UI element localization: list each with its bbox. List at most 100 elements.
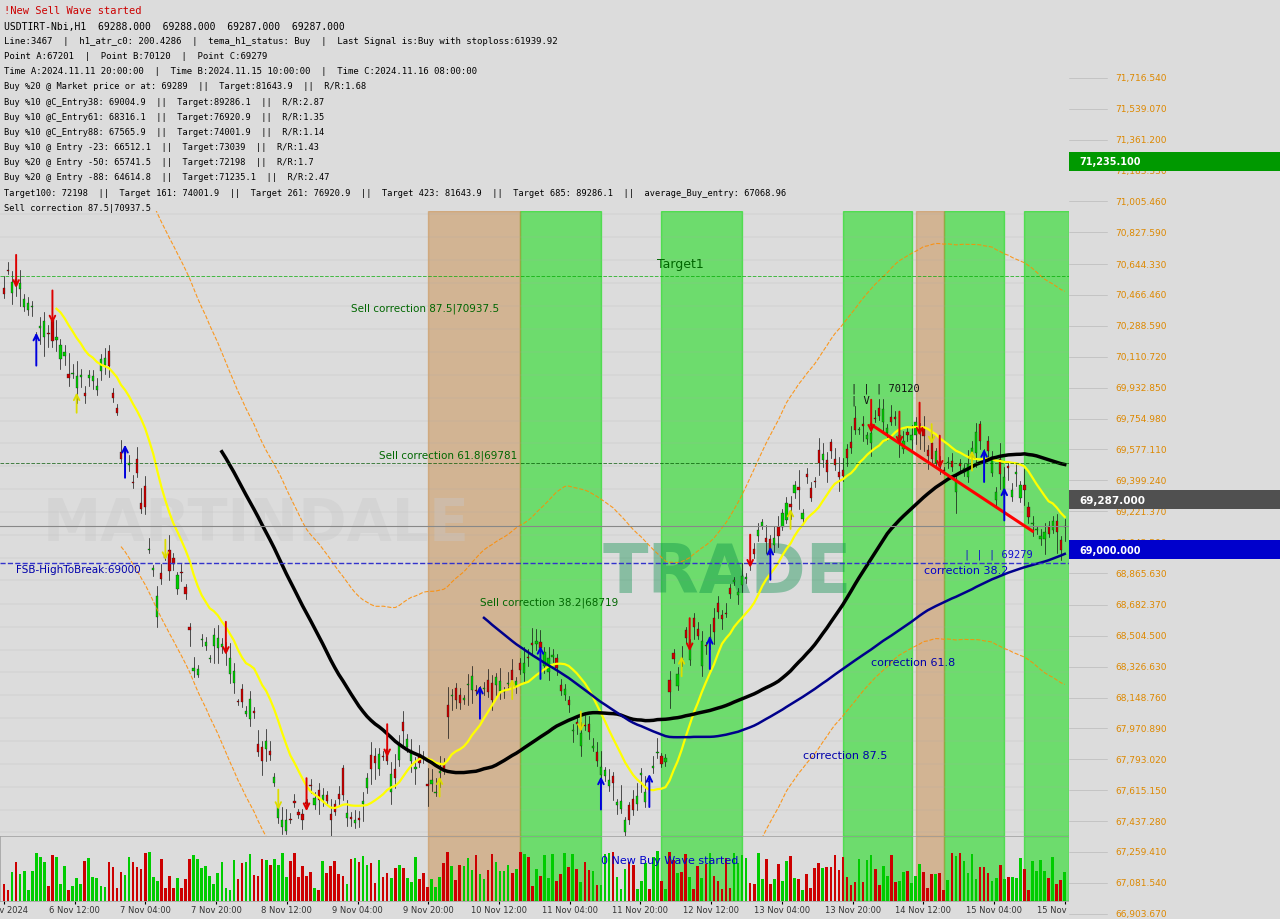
Bar bbox=[567, 868, 570, 901]
Bar bbox=[419, 879, 421, 901]
Bar bbox=[676, 873, 678, 901]
Bar bbox=[1043, 871, 1046, 901]
Bar bbox=[704, 864, 707, 901]
Bar bbox=[55, 857, 58, 901]
Bar bbox=[608, 780, 611, 786]
Bar bbox=[282, 820, 283, 827]
Bar bbox=[636, 796, 639, 804]
Bar bbox=[1036, 529, 1038, 530]
Bar bbox=[301, 814, 303, 820]
Bar bbox=[685, 855, 687, 901]
Bar bbox=[580, 881, 582, 901]
Text: 69,287.000: 69,287.000 bbox=[1079, 495, 1146, 505]
Bar bbox=[943, 836, 1005, 901]
Text: 67,793.020: 67,793.020 bbox=[1115, 755, 1167, 764]
Text: 69,000.000: 69,000.000 bbox=[1079, 545, 1140, 555]
Bar bbox=[539, 876, 541, 901]
Text: 67,970.890: 67,970.890 bbox=[1115, 724, 1167, 733]
Text: | | | 69279: | | | 69279 bbox=[964, 550, 1033, 560]
Bar bbox=[846, 449, 849, 459]
Bar bbox=[745, 858, 748, 901]
Bar bbox=[233, 860, 236, 901]
Bar bbox=[15, 862, 18, 901]
Bar bbox=[443, 764, 444, 771]
Bar bbox=[91, 877, 93, 901]
Text: 68,682.370: 68,682.370 bbox=[1115, 601, 1167, 609]
Text: 69,043.500: 69,043.500 bbox=[1115, 538, 1167, 547]
Bar bbox=[160, 573, 163, 580]
Bar bbox=[261, 858, 264, 901]
Bar bbox=[233, 671, 236, 684]
Bar bbox=[955, 480, 957, 493]
Bar bbox=[285, 878, 288, 901]
Bar bbox=[829, 867, 832, 901]
Bar bbox=[915, 211, 943, 836]
Bar bbox=[826, 867, 828, 901]
Bar bbox=[273, 858, 275, 901]
Bar bbox=[563, 853, 566, 901]
Bar bbox=[1004, 879, 1006, 901]
Bar bbox=[342, 768, 344, 795]
Bar bbox=[963, 861, 965, 901]
Bar bbox=[829, 443, 832, 451]
Bar bbox=[394, 769, 397, 778]
Bar bbox=[220, 862, 223, 901]
Bar bbox=[451, 866, 453, 901]
Bar bbox=[443, 863, 445, 901]
Bar bbox=[653, 766, 654, 767]
Bar bbox=[822, 868, 824, 901]
Bar bbox=[556, 658, 558, 668]
Bar bbox=[31, 307, 33, 308]
Bar bbox=[600, 767, 602, 775]
Text: 69,221.370: 69,221.370 bbox=[1115, 507, 1166, 516]
Bar bbox=[794, 878, 796, 901]
Bar bbox=[878, 885, 881, 901]
Bar bbox=[415, 766, 416, 769]
Bar bbox=[640, 773, 643, 776]
Bar bbox=[837, 869, 840, 901]
Bar bbox=[201, 639, 202, 640]
Bar bbox=[111, 393, 114, 399]
Bar bbox=[454, 688, 457, 700]
Bar bbox=[870, 855, 873, 901]
Bar bbox=[648, 889, 650, 901]
Bar bbox=[959, 464, 961, 467]
Text: Sell correction 87.5|70937.5: Sell correction 87.5|70937.5 bbox=[4, 203, 151, 212]
Bar bbox=[874, 869, 877, 901]
Bar bbox=[850, 443, 852, 448]
Bar bbox=[713, 877, 716, 901]
Bar bbox=[64, 353, 65, 357]
Bar bbox=[604, 854, 607, 901]
Bar bbox=[762, 523, 763, 527]
Bar bbox=[991, 458, 993, 473]
Text: 71,005.460: 71,005.460 bbox=[1115, 198, 1167, 207]
Bar bbox=[278, 805, 279, 818]
Text: MARTINDALE: MARTINDALE bbox=[44, 495, 470, 552]
Text: 70,110.720: 70,110.720 bbox=[1115, 353, 1167, 362]
Bar bbox=[844, 836, 911, 901]
Text: 71,361.200: 71,361.200 bbox=[1115, 136, 1167, 145]
Bar bbox=[483, 879, 485, 901]
Bar bbox=[27, 891, 29, 901]
Bar bbox=[786, 504, 787, 520]
Bar bbox=[92, 377, 93, 382]
Bar bbox=[616, 802, 618, 805]
Bar bbox=[709, 637, 710, 641]
Bar bbox=[306, 802, 307, 804]
Bar bbox=[192, 668, 195, 671]
Bar bbox=[225, 648, 227, 652]
Text: Sell correction 38.2|68719: Sell correction 38.2|68719 bbox=[480, 596, 618, 607]
Bar bbox=[728, 589, 731, 595]
Bar bbox=[467, 685, 468, 686]
Bar bbox=[886, 876, 888, 901]
Bar bbox=[51, 856, 54, 901]
Bar bbox=[709, 853, 712, 901]
Bar bbox=[906, 433, 909, 435]
Bar bbox=[419, 754, 421, 763]
Bar bbox=[987, 441, 989, 452]
Bar bbox=[668, 852, 671, 901]
Bar bbox=[874, 418, 877, 419]
Bar bbox=[406, 739, 408, 748]
Bar bbox=[927, 889, 929, 901]
Bar bbox=[664, 758, 667, 763]
